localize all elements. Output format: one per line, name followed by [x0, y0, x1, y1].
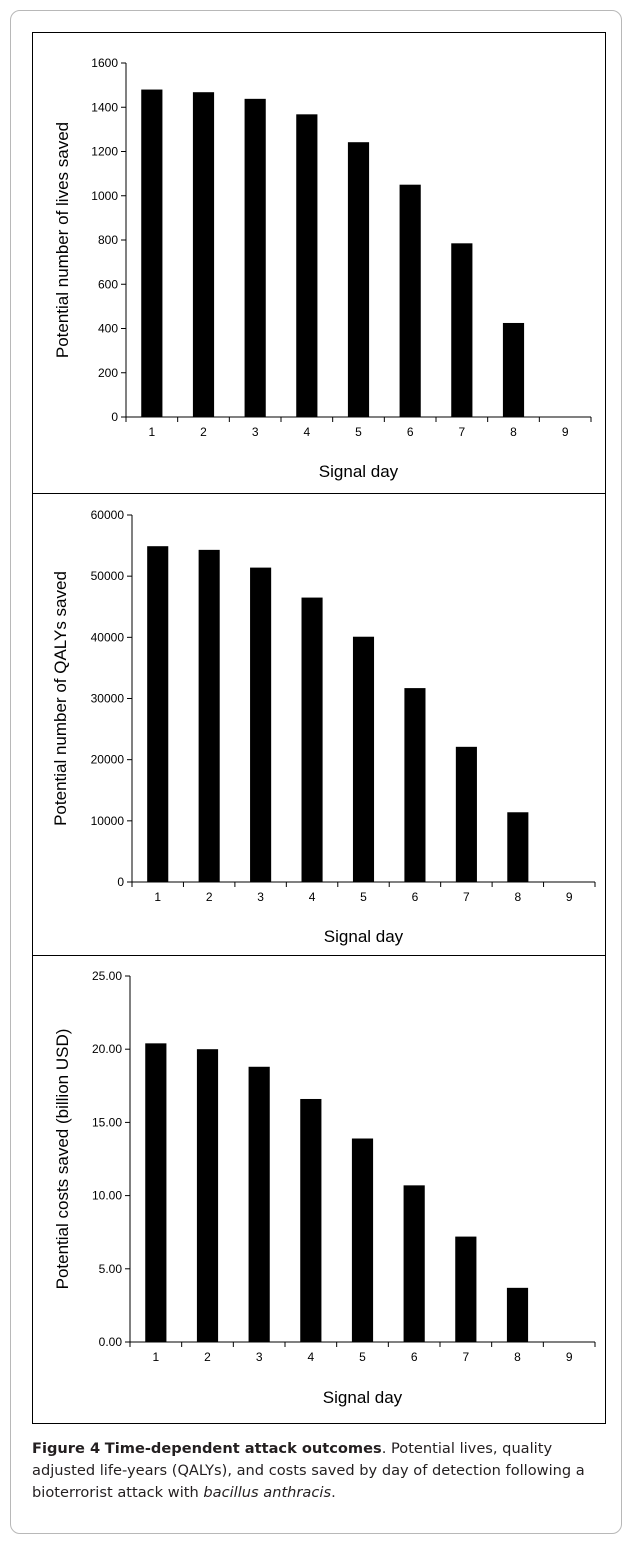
x-axis-title: Signal day	[323, 1388, 403, 1407]
y-tick-label: 0	[111, 410, 118, 424]
x-tick-label: 5	[359, 1350, 366, 1364]
x-tick-label: 5	[355, 425, 362, 439]
bar	[300, 1098, 322, 1342]
bar	[141, 89, 163, 418]
y-tick-label: 1200	[91, 145, 118, 159]
y-axis-title: Potential costs saved (billion USD)	[53, 1029, 72, 1290]
x-tick-label: 4	[303, 425, 310, 439]
y-tick-label: 15.00	[92, 1115, 122, 1129]
x-tick-label: 1	[152, 1350, 159, 1364]
bar	[352, 636, 375, 882]
bar	[507, 812, 529, 882]
x-tick-label: 3	[256, 1350, 263, 1364]
x-tick-label: 4	[307, 1350, 314, 1364]
caption-italic-species: bacillus anthracis	[203, 1484, 332, 1501]
y-tick-label: 10.00	[92, 1189, 122, 1203]
bar	[399, 184, 421, 417]
y-tick-label: 30000	[91, 692, 125, 706]
caption-figure-label: Figure 4	[32, 1440, 101, 1457]
bar	[455, 746, 477, 882]
bar	[248, 1066, 270, 1342]
x-tick-label: 8	[510, 425, 517, 439]
x-axis-title: Signal day	[319, 462, 399, 481]
y-tick-label: 25.00	[92, 969, 122, 983]
x-tick-label: 2	[200, 425, 207, 439]
caption-text: . Potential lives, quality adjusted life…	[32, 1440, 585, 1501]
bar	[451, 243, 473, 417]
bar	[351, 1138, 374, 1342]
x-tick-label: 2	[206, 890, 213, 904]
x-tick-label: 3	[252, 425, 259, 439]
bar	[455, 1236, 477, 1342]
x-tick-label: 4	[309, 890, 316, 904]
bar	[145, 1043, 167, 1342]
bar	[502, 322, 525, 417]
y-tick-label: 1600	[91, 56, 118, 70]
y-tick-label: 1400	[91, 100, 118, 114]
y-axis-title: Potential number of QALYs saved	[51, 571, 70, 826]
bar	[250, 567, 272, 882]
chart-panel-costs: 0.00 5.00 10.00 15.00 20.00 25.00 1 2 3 4 5 6 7 8 9 Sig…	[33, 955, 605, 1424]
bar	[404, 688, 426, 882]
y-tick-label: 600	[98, 277, 118, 291]
y-tick-label: 200	[98, 366, 118, 380]
x-tick-label: 7	[462, 1350, 469, 1364]
bar	[301, 597, 323, 882]
bar	[196, 1049, 219, 1342]
bar	[192, 92, 215, 417]
x-tick-label: 5	[360, 890, 367, 904]
bar	[296, 114, 318, 417]
y-tick-label: 60000	[91, 508, 125, 522]
x-tick-label: 9	[566, 890, 573, 904]
x-tick-label: 1	[154, 890, 161, 904]
x-tick-label: 6	[412, 890, 419, 904]
caption-end: .	[331, 1484, 336, 1501]
y-tick-label: 1000	[91, 189, 118, 203]
y-tick-label: 800	[98, 233, 118, 247]
y-tick-label: 0	[117, 875, 124, 889]
x-tick-label: 7	[458, 425, 465, 439]
y-tick-label: 20.00	[92, 1042, 122, 1056]
figure-caption: Figure 4 Time-dependent attack outcomes.…	[32, 1438, 612, 1504]
y-tick-label: 50000	[91, 569, 125, 583]
y-tick-label: 0.00	[99, 1335, 123, 1349]
bar-chart-qalys: 0 10000 20000 30000 40000 50000 60000 1 2 3 4 5 6 7 8 9…	[51, 508, 596, 946]
x-tick-label: 7	[463, 890, 470, 904]
x-tick-label: 8	[514, 1350, 521, 1364]
y-tick-label: 400	[98, 322, 118, 336]
y-tick-label: 10000	[91, 814, 125, 828]
bar	[198, 549, 220, 882]
x-tick-label: 2	[204, 1350, 211, 1364]
x-axis-title: Signal day	[324, 927, 404, 946]
x-tick-label: 9	[562, 425, 569, 439]
bar-chart-costs: 0.00 5.00 10.00 15.00 20.00 25.00 1 2 3 4 5 6 7 8 9 Sig…	[53, 969, 596, 1407]
bar	[147, 546, 169, 882]
y-tick-label: 5.00	[99, 1262, 123, 1276]
x-tick-label: 1	[148, 425, 155, 439]
x-tick-label: 8	[514, 890, 521, 904]
x-tick-label: 9	[566, 1350, 573, 1364]
chart-panel-qalys: 0 10000 20000 30000 40000 50000 60000 1 2 3 4 5 6 7 8 9…	[33, 493, 605, 955]
bar-chart-lives: 0 200 400 600 800 1000 1200 1400 1600 1 2 3 4 5 6 7 8 9 Si…	[53, 56, 592, 481]
bar	[506, 1287, 529, 1342]
y-axis-title: Potential number of lives saved	[53, 122, 72, 358]
chart-panel-lives: 0 200 400 600 800 1000 1200 1400 1600 1 2 3 4 5 6 7 8 9 Si…	[33, 33, 605, 492]
figure-panels: 0 200 400 600 800 1000 1200 1400 1600 1 2 3 4 5 6 7 8 9 Si…	[32, 32, 606, 1424]
bar	[244, 98, 266, 417]
figure-frame	[10, 10, 622, 1534]
x-tick-label: 6	[411, 1350, 418, 1364]
bar	[347, 142, 370, 417]
y-tick-label: 20000	[91, 753, 125, 767]
caption-title: Time-dependent attack outcomes	[104, 1440, 382, 1457]
y-tick-label: 40000	[91, 630, 125, 644]
x-tick-label: 3	[257, 890, 264, 904]
bar	[403, 1185, 425, 1342]
x-tick-label: 6	[407, 425, 414, 439]
